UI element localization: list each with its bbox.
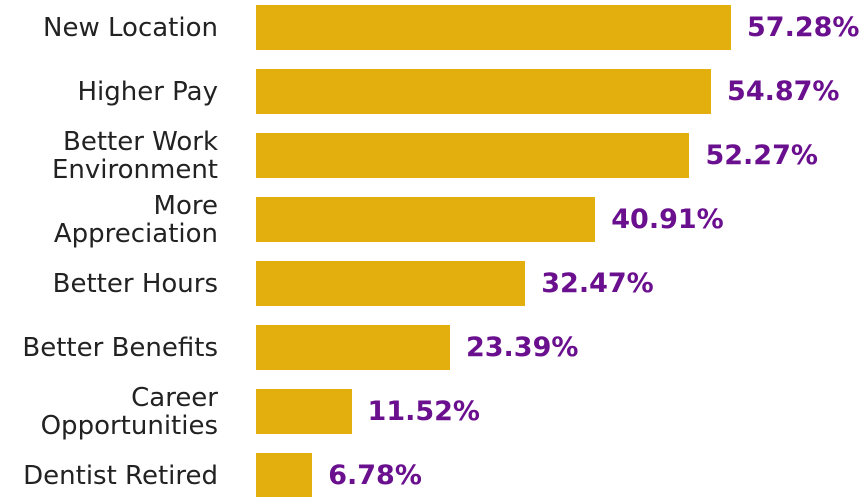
category-label: Dentist Retired [23,460,218,491]
value-label: 11.52% [367,396,480,427]
bar-row: Higher Pay 54.87% [0,69,859,114]
bar [256,197,596,242]
value-label: 40.91% [611,204,724,235]
value-label: 23.39% [465,332,579,363]
bar [256,325,450,370]
bar [256,133,690,178]
value-label: 6.78% [328,460,422,491]
bar [256,453,313,497]
bar-row: New Location 57.28% [0,5,859,50]
bar-row: Better Work Environment 52.27% [0,128,859,184]
bar-row: More Appreciation 40.91% [0,192,859,248]
category-label: Better Work Environment [51,126,218,185]
bar [256,389,352,434]
value-label: 54.87% [727,76,840,107]
bar-row: Dentist Retired 6.78% [0,453,859,497]
bar-row: Career Opportunities 11.52% [0,384,859,440]
category-label: More Appreciation [53,190,218,249]
value-label: 52.27% [705,140,818,171]
bar [256,261,526,306]
value-label: 57.28% [747,12,859,43]
category-label: Career Opportunities [40,382,218,441]
bar [256,69,712,114]
value-label: 32.47% [541,268,654,299]
category-label: Better Benefits [22,332,218,363]
category-label: New Location [43,12,218,43]
bar [256,5,732,50]
category-label: Higher Pay [77,76,218,107]
category-label: Better Hours [52,268,218,299]
bar-row: Better Hours 32.47% [0,261,859,306]
bar-row: Better Benefits 23.39% [0,325,859,370]
